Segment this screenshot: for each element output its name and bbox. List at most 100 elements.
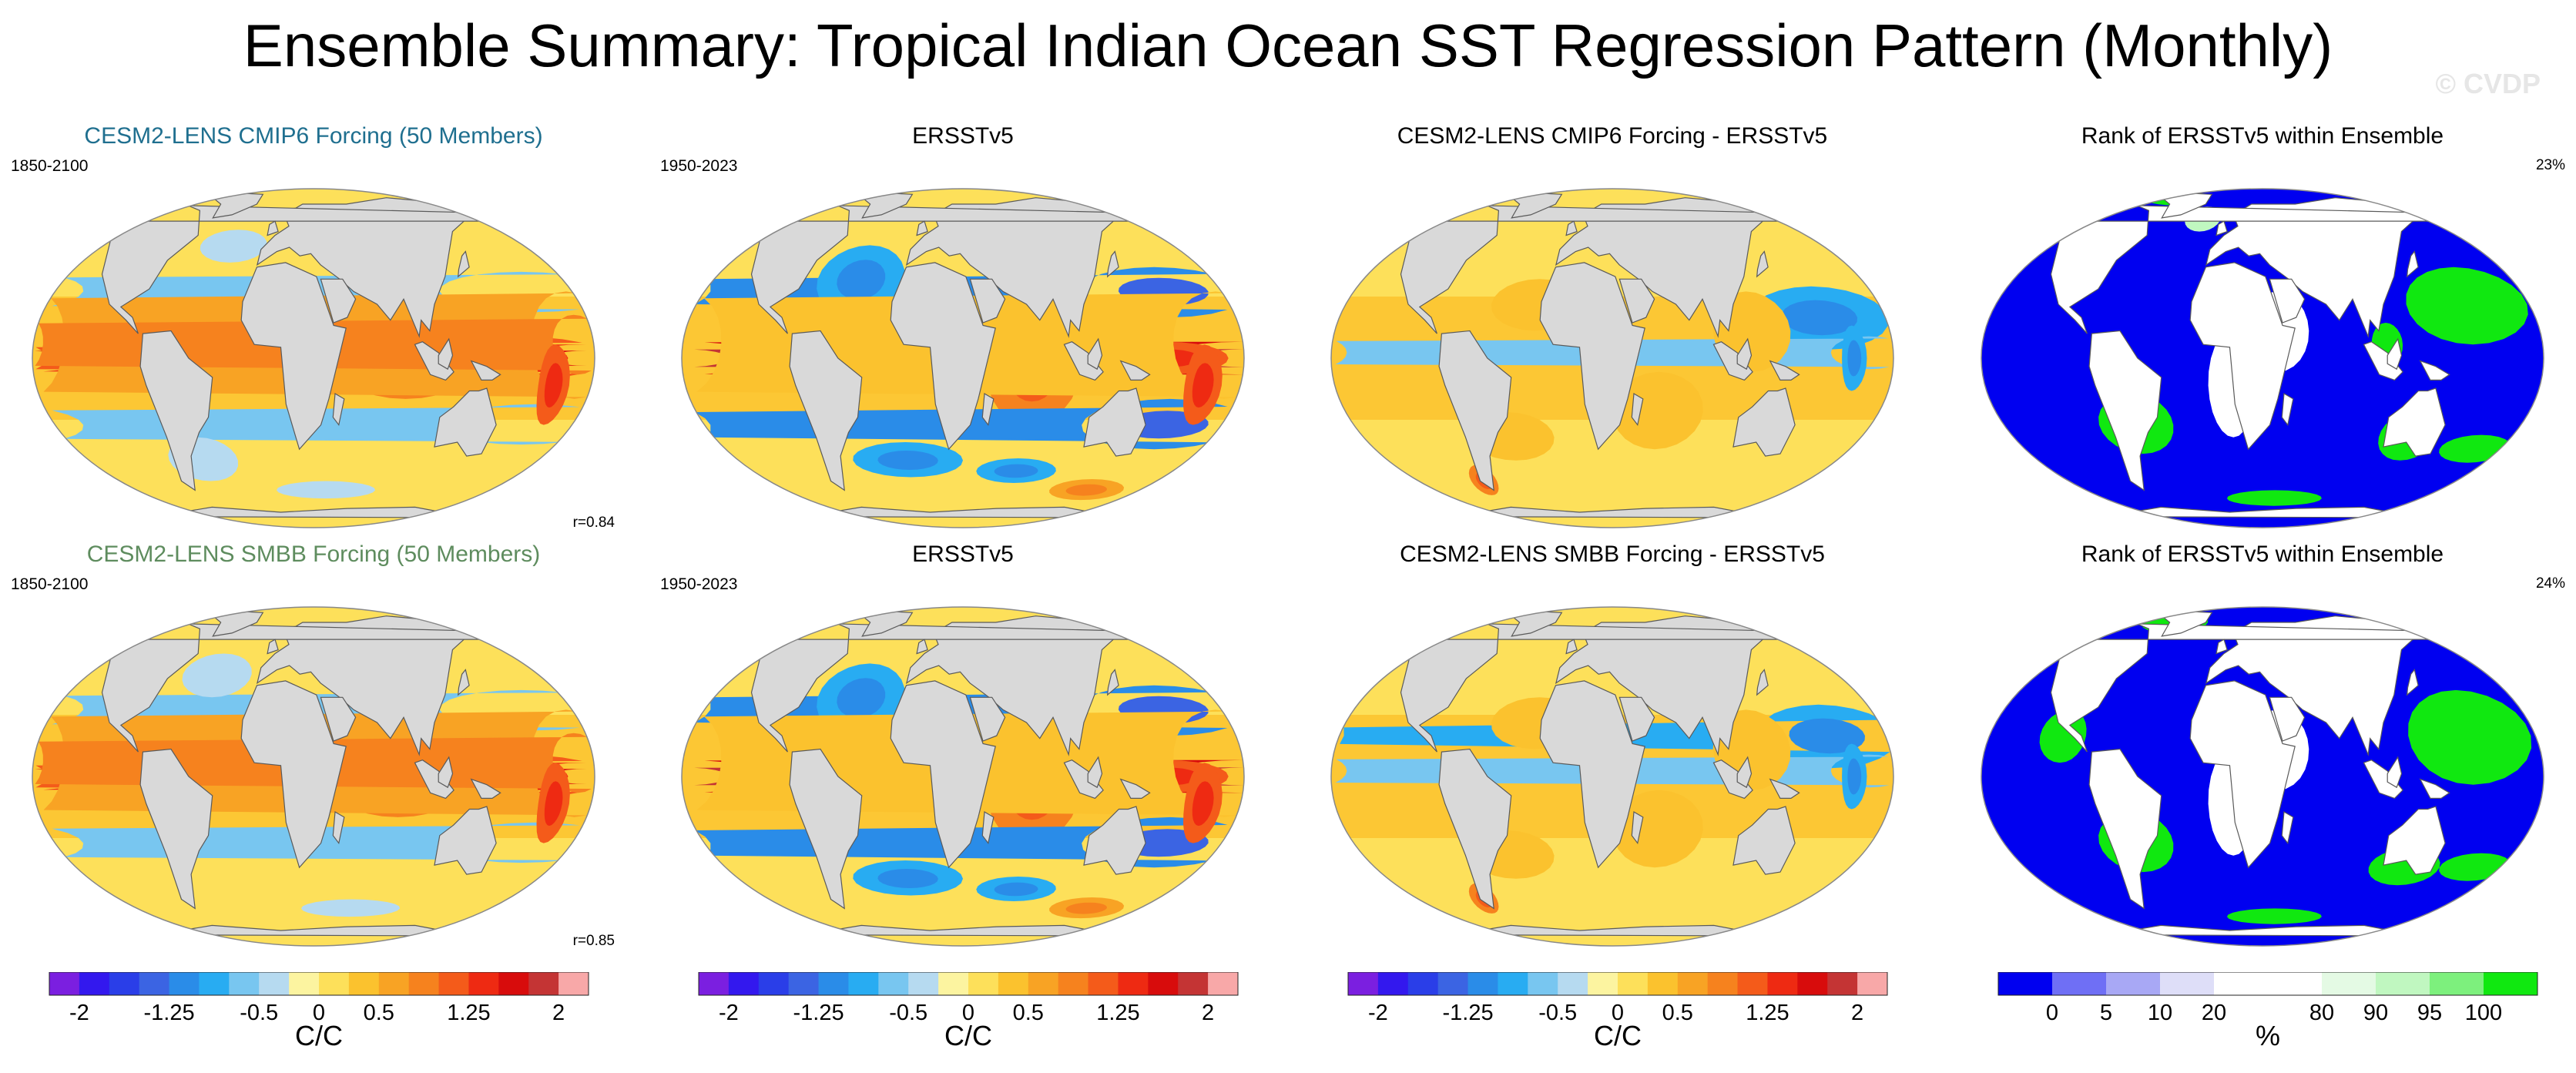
land-mass	[916, 220, 928, 236]
land-mass	[2363, 759, 2403, 800]
land-mass	[1712, 759, 1753, 800]
land-mass	[2215, 639, 2228, 655]
colorbar-swatch	[998, 972, 1029, 995]
land-mass	[1618, 696, 1655, 742]
colorbar-tick-label: 95	[2417, 1001, 2442, 1025]
land-mass	[2189, 680, 2296, 869]
land-mass	[905, 615, 1131, 756]
land-mass	[2419, 778, 2450, 799]
colorbar-swatch	[2268, 972, 2323, 995]
correlation-model-cmip6: r=0.84	[572, 515, 615, 531]
colorbar-swatch	[319, 972, 350, 995]
land-mass	[434, 806, 497, 875]
colorbar-frame	[49, 972, 589, 996]
land-mass	[139, 330, 213, 491]
panel-title-model-smbb: CESM2-LENS SMBB Forcing (50 Members)	[86, 542, 541, 567]
land-mass	[1119, 360, 1151, 381]
colorbar-frame	[1347, 972, 1888, 996]
panel-title-obs-2: ERSSTv5	[912, 542, 1014, 567]
colorbar-swatch	[378, 972, 410, 995]
land-mass	[1063, 341, 1104, 381]
colorbar-tick-label: -2	[719, 1001, 739, 1025]
land-mass	[256, 615, 481, 756]
land-mass	[1756, 250, 1769, 278]
sst-anomaly-core	[1847, 340, 1862, 377]
map-diff-smbb	[1330, 606, 1894, 947]
colorbar-tick-label: 5	[2100, 1001, 2112, 1025]
land-mass	[1712, 341, 1753, 381]
land-mass	[1565, 220, 1578, 236]
map-rank-cmip6	[1981, 188, 2544, 528]
land-mass	[2189, 262, 2296, 451]
colorbar-swatch	[1618, 972, 1649, 995]
colorbar-swatch	[878, 972, 909, 995]
colorbar-swatch	[1677, 972, 1709, 995]
period-model-smbb: 1850-2100	[11, 575, 89, 593]
sst-anomaly-core	[837, 260, 886, 300]
land-mass	[434, 387, 497, 457]
colorbar-model-units: C/C	[295, 1020, 343, 1051]
colorbar-swatch	[49, 972, 80, 995]
land-mass	[2386, 337, 2403, 371]
colorbar-swatch	[259, 972, 290, 995]
land-mass	[1631, 393, 1644, 427]
colorbar-model: -2 -1.25 -0.5 0 0.5 1.25 2 C/C	[42, 972, 596, 1057]
colorbar-tick-label: -2	[1368, 1001, 1388, 1025]
colorbar-swatch	[968, 972, 999, 995]
colorbar-swatch	[1998, 972, 2053, 995]
land-mass	[2281, 811, 2294, 845]
sst-anomaly-core	[837, 678, 886, 719]
sst-anomaly-core	[1781, 300, 1858, 336]
land-mass	[414, 759, 454, 800]
land-mass	[916, 639, 928, 655]
colorbar-tick-label: 1.25	[1096, 1001, 1139, 1025]
land-mass	[1732, 387, 1796, 457]
land-mass	[1769, 778, 1800, 799]
land-mass	[2088, 748, 2162, 910]
colorbar-swatch	[1208, 972, 1239, 995]
panel-rank-smbb: Rank of ERSSTv5 within Ensemble 24%	[1958, 542, 2567, 957]
land-mass	[1539, 680, 1645, 869]
colorbar-tick-label: -1.25	[793, 1001, 844, 1025]
colorbar-tick-label: 0.5	[1013, 1001, 1044, 1025]
colorbar-swatch	[1028, 972, 1059, 995]
land-mass	[981, 811, 995, 845]
rank-region	[2406, 267, 2528, 345]
map-outline	[1330, 188, 1894, 528]
sst-anomaly-core	[1789, 718, 1865, 754]
colorbar-tick-label: 0	[1612, 1001, 1624, 1025]
map-outline	[32, 188, 595, 528]
land-mass	[1565, 639, 1578, 655]
map-outline	[681, 606, 1245, 947]
colorbar-swatch	[2160, 972, 2215, 995]
colorbar-swatch	[1797, 972, 1828, 995]
colorbar-swatch	[2322, 972, 2376, 995]
colorbar-swatch	[1377, 972, 1409, 995]
colorbar-swatch	[1407, 972, 1439, 995]
land-mass	[1756, 669, 1769, 696]
rank-percent-smbb: 24%	[2535, 575, 2565, 592]
colorbar-tick-label: 0	[2046, 1001, 2058, 1025]
land-mass	[2419, 360, 2450, 381]
colorbar-tick-label: 100	[2465, 1001, 2502, 1025]
colorbar-tick-label: -0.5	[240, 1001, 278, 1025]
cvdp-watermark: © CVDP	[2435, 68, 2541, 99]
rank-region	[2039, 709, 2087, 763]
land-mass	[1769, 360, 1800, 381]
colorbar-tick-label: 0	[313, 1001, 325, 1025]
colorbar-swatch	[109, 972, 140, 995]
sst-anomaly-region	[1612, 371, 1703, 450]
land-mass	[1087, 756, 1103, 789]
colorbar-swatch	[1088, 972, 1119, 995]
land-mass	[2205, 615, 2430, 756]
colorbar-swatch	[788, 972, 820, 995]
colorbar-tick-label: 0.5	[364, 1001, 394, 1025]
colorbar-swatch	[818, 972, 849, 995]
land-mass	[1087, 337, 1103, 371]
colorbar-swatch	[1647, 972, 1679, 995]
land-mass	[2269, 696, 2306, 742]
sst-anomaly-core	[1065, 902, 1107, 914]
colorbar-rank: 0 5 10 20 80 90 95 100 %	[1991, 972, 2545, 1057]
panel-diff-cmip6: CESM2-LENS CMIP6 Forcing - ERSSTv5	[1308, 123, 1917, 539]
colorbar-swatch	[229, 972, 260, 995]
